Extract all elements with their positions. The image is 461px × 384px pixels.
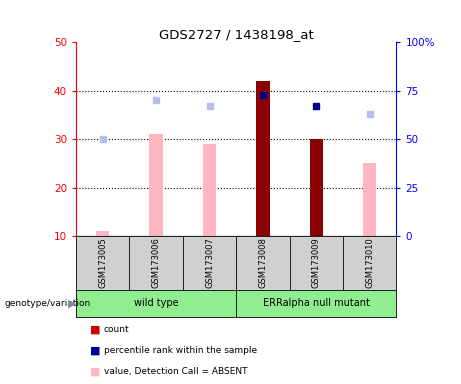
Bar: [149, 134, 163, 236]
Bar: [203, 144, 216, 236]
Text: count: count: [104, 325, 130, 334]
Text: percentile rank within the sample: percentile rank within the sample: [104, 346, 257, 355]
Bar: [256, 81, 270, 236]
Bar: [363, 164, 377, 236]
Text: GSM173010: GSM173010: [365, 238, 374, 288]
Text: GSM173006: GSM173006: [152, 238, 161, 288]
Text: ERRalpha null mutant: ERRalpha null mutant: [263, 298, 370, 308]
Text: ■: ■: [90, 345, 100, 356]
Text: GSM173007: GSM173007: [205, 238, 214, 288]
Text: GSM173008: GSM173008: [259, 238, 267, 288]
Text: genotype/variation: genotype/variation: [5, 299, 91, 308]
Text: ■: ■: [90, 324, 100, 334]
Title: GDS2727 / 1438198_at: GDS2727 / 1438198_at: [159, 28, 313, 41]
Text: ■: ■: [90, 366, 100, 377]
Text: GSM173009: GSM173009: [312, 238, 321, 288]
Text: wild type: wild type: [134, 298, 178, 308]
Bar: [310, 139, 323, 236]
Text: ▶: ▶: [68, 298, 77, 308]
Text: value, Detection Call = ABSENT: value, Detection Call = ABSENT: [104, 367, 247, 376]
Text: GSM173005: GSM173005: [98, 238, 107, 288]
Bar: [96, 231, 109, 236]
